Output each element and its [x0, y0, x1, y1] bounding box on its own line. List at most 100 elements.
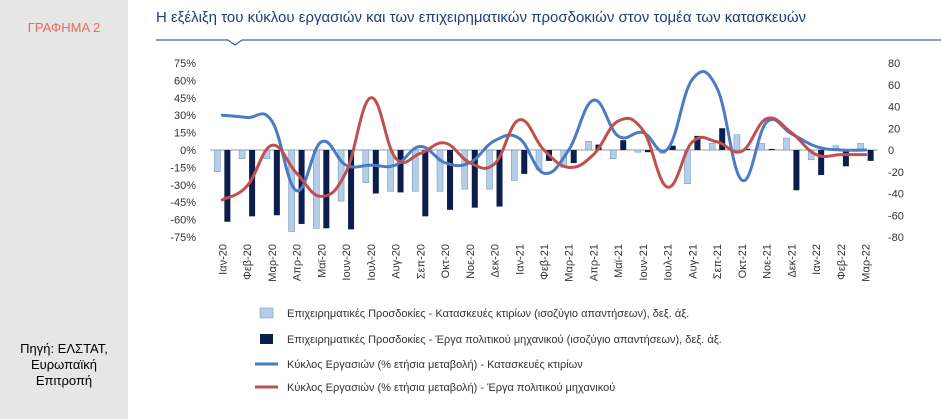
- category-tick-label: Νοε-20: [465, 244, 477, 279]
- bar-civil-engineering-expectations: [570, 150, 577, 164]
- category-tick-label: Φεβ-21: [539, 244, 551, 280]
- left-axis-tick-label: 45%: [174, 93, 196, 105]
- right-axis-tick-label: -80: [888, 232, 904, 244]
- left-axis-tick-label: -60%: [170, 215, 196, 227]
- category-tick-label: Αυγ-20: [391, 244, 403, 279]
- bar-civil-engineering-expectations: [793, 150, 800, 191]
- category-tick-label: Ιουν-21: [638, 244, 650, 281]
- legend: Επιχειρηματικές Προσδοκίες - Κατασκευές …: [255, 307, 722, 394]
- category-tick-label: Μαρ-22: [861, 244, 873, 282]
- bar-civil-engineering-expectations: [249, 150, 256, 217]
- bar-civil-engineering-expectations: [521, 150, 528, 174]
- category-tick-label: Απρ-20: [292, 244, 304, 281]
- bar-civil-engineering-expectations: [694, 135, 701, 150]
- category-tick-label: Μαρ-21: [564, 244, 576, 282]
- category-tick-label: Νοε-21: [762, 244, 774, 279]
- left-axis-tick-label: 60%: [174, 75, 196, 87]
- bar-buildings-expectations: [708, 143, 716, 151]
- right-axis-tick-label: 20: [888, 123, 900, 135]
- bar-civil-engineering-expectations: [471, 150, 478, 208]
- left-axis-tick-label: -30%: [170, 180, 196, 192]
- category-tick-label: Ιαν-22: [811, 244, 823, 275]
- bar-civil-engineering-expectations: [496, 150, 503, 207]
- legend-swatch-bar: [260, 334, 273, 344]
- legend-swatch-bar: [259, 307, 274, 319]
- category-tick-label: Φεβ-20: [242, 244, 254, 280]
- right-axis-tick-label: 80: [888, 58, 900, 70]
- bars-group: [214, 128, 874, 232]
- bar-buildings-expectations: [609, 149, 617, 159]
- bar-civil-engineering-expectations: [323, 150, 330, 229]
- right-axis-tick-label: 0: [888, 145, 894, 157]
- bar-buildings-expectations: [313, 149, 320, 229]
- category-tick-label: Αυγ-21: [687, 244, 699, 279]
- axes-group: 75% 60% 45% 30% 15% 0% -15% -30% -45% -60% -75% 80 6…: [170, 58, 904, 282]
- right-axis-tick-label: -20: [888, 167, 904, 179]
- left-axis-tick-label: -45%: [170, 197, 196, 209]
- legend-entry-label: Κύκλος Εργασιών (% ετήσια μεταβολή) - Κα…: [287, 359, 583, 371]
- left-axis-tick-label: -75%: [170, 232, 196, 244]
- category-tick-label: Δεκ-20: [490, 244, 502, 278]
- category-tick-label: Ιουλ-20: [366, 244, 378, 281]
- bar-buildings-expectations: [634, 149, 642, 153]
- bar-civil-engineering-expectations: [397, 150, 404, 193]
- category-tick-label: Μαϊ-20: [316, 244, 328, 278]
- bar-buildings-expectations: [783, 137, 790, 151]
- category-tick-label: Οκτ-21: [737, 244, 749, 278]
- bar-civil-engineering-expectations: [644, 150, 651, 153]
- category-tick-label: Φεβ-22: [836, 244, 848, 280]
- left-axis-tick-label: -15%: [170, 162, 196, 174]
- source-note: Πηγή: ΕΛΣΤΑΤ, Ευρωπαϊκή Επιτροπή: [20, 341, 108, 388]
- bar-civil-engineering-expectations: [620, 140, 627, 150]
- bar-civil-engineering-expectations: [719, 128, 726, 150]
- chart-title: Η εξέλιξη του κύκλου εργασιών και των επ…: [156, 9, 807, 26]
- bar-civil-engineering-expectations: [447, 150, 454, 210]
- figure-label: ΓΡΑΦΗΜΑ 2: [27, 20, 101, 35]
- legend-entry-label: Επιχειρηματικές Προσδοκίες - Κατασκευές …: [287, 308, 689, 320]
- bar-buildings-expectations: [758, 143, 765, 151]
- category-tick-label: Ιουν-20: [341, 244, 353, 281]
- bar-civil-engineering-expectations: [743, 148, 750, 150]
- bar-civil-engineering-expectations: [348, 150, 355, 230]
- category-tick-label: Σεπ-20: [415, 244, 427, 279]
- title-underline: [156, 39, 941, 46]
- category-tick-label: Δεκ-21: [786, 244, 798, 278]
- category-tick-label: Ιαν-21: [514, 244, 526, 275]
- left-axis-tick-label: 75%: [174, 58, 196, 70]
- title-underline-line: [156, 39, 941, 46]
- bar-civil-engineering-expectations: [818, 150, 825, 176]
- left-axis-tick-label: 0%: [180, 145, 196, 157]
- bar-civil-engineering-expectations: [422, 150, 429, 217]
- bar-buildings-expectations: [436, 149, 444, 192]
- category-tick-label: Σεπ-21: [712, 244, 724, 279]
- bar-civil-engineering-expectations: [273, 150, 280, 216]
- bar-buildings-expectations: [238, 149, 246, 159]
- right-axis-tick-label: -40: [888, 189, 904, 201]
- right-axis-tick-label: 60: [888, 80, 900, 92]
- category-tick-label: Μαϊ-21: [613, 244, 625, 278]
- line-civil-engineering-turnover: [220, 96, 868, 202]
- left-axis-tick-label: 30%: [174, 110, 196, 122]
- category-tick-label: Ιουλ-21: [663, 244, 675, 281]
- right-axis-tick-label: 40: [888, 102, 900, 114]
- bar-civil-engineering-expectations: [372, 150, 379, 194]
- lines-group: [220, 70, 868, 202]
- sidebar: ΓΡΑΦΗΜΑ 2 Πηγή: ΕΛΣΤΑΤ, Ευρωπαϊκή Επιτρο…: [0, 0, 128, 419]
- bar-buildings-expectations: [511, 149, 518, 181]
- bar-buildings-expectations: [214, 149, 221, 172]
- bar-civil-engineering-expectations: [768, 148, 775, 150]
- left-axis-tick-label: 15%: [174, 128, 196, 140]
- line-buildings-turnover: [220, 70, 868, 193]
- legend-entry-label: Επιχειρηματικές Προσδοκίες - Έργα πολιτι…: [287, 334, 722, 346]
- category-tick-label: Απρ-21: [588, 244, 600, 281]
- category-tick-label: Ιαν-20: [217, 244, 229, 275]
- bar-civil-engineering-expectations: [669, 145, 676, 150]
- bar-civil-engineering-expectations: [842, 150, 849, 167]
- category-tick-label: Οκτ-20: [440, 244, 452, 278]
- bar-civil-engineering-expectations: [867, 150, 874, 161]
- legend-entry-label: Κύκλος Εργασιών (% ετήσια μεταβολή) - Έρ…: [287, 382, 615, 394]
- bar-buildings-expectations: [585, 141, 592, 151]
- category-tick-label: Μαρ-20: [267, 244, 279, 282]
- bar-civil-engineering-expectations: [224, 150, 231, 222]
- bar-buildings-expectations: [461, 149, 469, 190]
